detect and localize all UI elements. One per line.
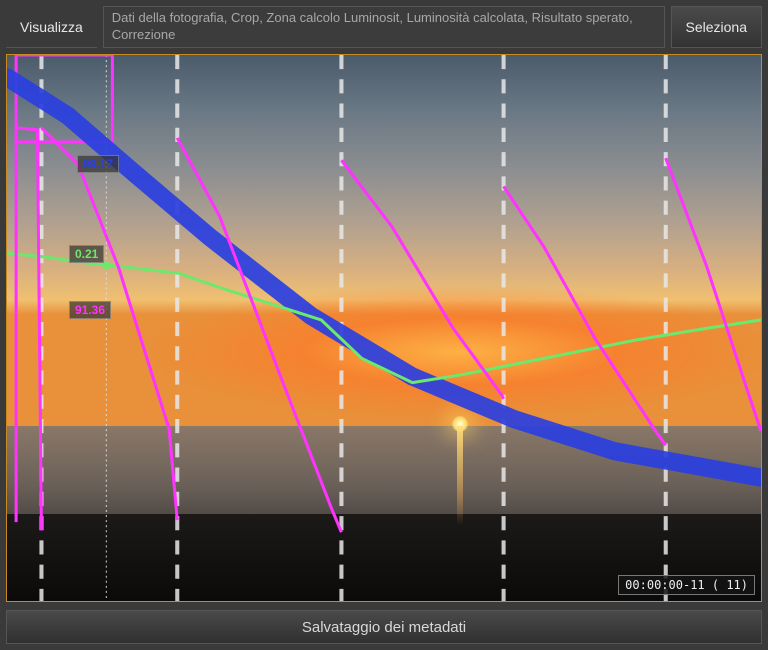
layers-description: Dati della fotografia, Crop, Zona calcol… (103, 6, 665, 48)
layers-description-text: Dati della fotografia, Crop, Zona calcol… (112, 10, 656, 44)
timecode-badge: 00:00:00-11 ( 11) (618, 575, 755, 595)
photo-viewport[interactable]: 00:00:00-11 ( 11) 99.17 0.21 91.36 (6, 54, 762, 602)
select-button[interactable]: Seleziona (671, 6, 763, 48)
curve-overlay (7, 55, 761, 601)
app-panel: Visualizza Dati della fotografia, Crop, … (0, 0, 768, 650)
value-label: 91.36 (69, 301, 111, 319)
value-label: 0.21 (69, 245, 104, 263)
select-button-label: Seleziona (686, 19, 748, 35)
timecode-text: 00:00:00-11 ( 11) (625, 578, 748, 592)
save-metadata-button[interactable]: Salvataggio dei metadati (6, 610, 762, 644)
visualize-tab[interactable]: Visualizza (6, 6, 97, 48)
value-label: 99.17 (77, 155, 119, 173)
visualize-tab-label: Visualizza (20, 19, 83, 35)
top-bar: Visualizza Dati della fotografia, Crop, … (6, 6, 762, 48)
save-metadata-label: Salvataggio dei metadati (302, 619, 466, 636)
